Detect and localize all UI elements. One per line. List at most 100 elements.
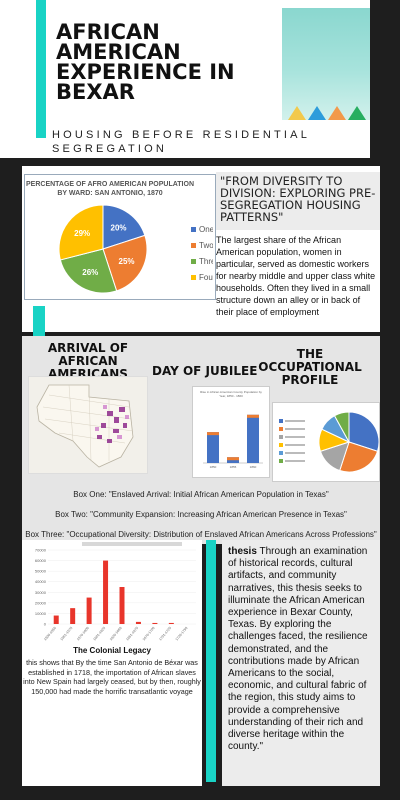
y-tick-label: 20000: [35, 600, 47, 605]
legend-item: Four: [191, 273, 213, 289]
accent-bar-bottom: [206, 540, 216, 782]
thesis-paragraph: thesis Through an examination of histori…: [228, 546, 374, 753]
page-title: AFRICAN AMERICAN EXPERIENCE IN BEXAR: [56, 20, 235, 104]
occupational-pie-chart: [272, 402, 380, 482]
legend-text-placeholder: [285, 428, 305, 430]
x-tick-label: 1651-1675: [125, 626, 139, 641]
colonial-legacy-section: 0 10000 20000 30000 40000 50000 60000 70000 1500…: [22, 540, 202, 786]
jubilee-bar-chart: Rise in African American County Populati…: [192, 386, 270, 478]
pie-svg: 20% 25% 26% 29%: [58, 204, 148, 294]
pie-chart-title: PERCENTAGE OF AFRO AMERICAN POPULATION B…: [26, 181, 194, 197]
bar-cap: [207, 432, 219, 436]
pie-slice: [339, 441, 379, 473]
bar: [247, 414, 259, 463]
tick-label: 1860: [250, 465, 257, 469]
pie-slice-label: 20%: [111, 224, 127, 233]
legend-label: Three: [199, 257, 213, 266]
legend-text-placeholder: [285, 444, 305, 446]
ward-population-section: PERCENTAGE OF AFRO AMERICAN POPULATION B…: [22, 166, 380, 332]
x-tick-label: 1576-1600: [76, 626, 90, 641]
arrival-section: ARRIVAL OF AFRICAN AMERICANS DAY OF JUBI…: [22, 336, 380, 544]
quote-box: "FROM DIVERSITY TO DIVISION: EXPLORING P…: [216, 172, 380, 230]
chart-title-placeholder: [82, 542, 182, 546]
page-subtitle: HOUSING BEFORE RESIDENTIAL SEGREGATION: [52, 129, 310, 155]
bar-thumb-svg: 1850 1855 1860: [203, 414, 263, 469]
y-tick-label: 50000: [35, 569, 47, 574]
section-quote: "FROM DIVERSITY TO DIVISION: EXPLORING P…: [220, 174, 376, 224]
y-tick-label: 60000: [35, 558, 47, 563]
title-panel: AFRICAN AMERICAN EXPERIENCE IN BEXAR HOU…: [0, 0, 370, 158]
bar: [70, 608, 76, 624]
bar-thumb-title: Rise in African American County Populati…: [200, 390, 262, 398]
legend-swatch: [191, 259, 196, 264]
bar-cap: [227, 457, 239, 461]
accent-bar: [36, 0, 46, 138]
box-two-caption: Box Two: "Community Expansion: Increasin…: [55, 510, 347, 519]
legend-text-placeholder: [285, 460, 305, 462]
pie-slice: [102, 204, 146, 250]
y-tick-label: 40000: [35, 579, 47, 584]
pie-slice: [102, 234, 148, 292]
legend-swatch: [279, 443, 283, 447]
x-tick-label: 1676-1700: [142, 626, 156, 641]
bar: [53, 615, 59, 624]
legend-label: One: [199, 225, 213, 234]
texas-county-map: [28, 376, 148, 474]
domestic-workers-text: The largest share of the African America…: [216, 235, 376, 317]
tick-label: 1850: [210, 465, 217, 469]
bar: [168, 622, 174, 624]
x-tick-label: 1551-1575: [60, 626, 74, 641]
jubilee-heading: DAY OF JUBILEE: [152, 364, 258, 378]
y-tick-label: 10000: [35, 611, 47, 616]
legend-swatch: [279, 419, 283, 423]
thesis-body: Through an examination of historical rec…: [228, 546, 368, 753]
legend-item: One: [191, 225, 213, 241]
legend-item: Two: [191, 241, 213, 257]
bar: [103, 560, 109, 624]
pie-slice-label: 26%: [82, 268, 98, 277]
legend-label: Four: [199, 273, 213, 282]
decorative-umbrellas-image: [282, 8, 370, 120]
bar: [152, 622, 158, 624]
legend-swatch: [191, 243, 196, 248]
legacy-text: this shows that By the time San Antonio …: [23, 658, 201, 696]
legacy-title: The Colonial Legacy: [73, 646, 151, 655]
box-one-caption: Box One: "Enslaved Arrival: Initial Afri…: [73, 490, 329, 499]
bar: [207, 432, 219, 463]
x-tick-label: 1626-1650: [109, 626, 123, 641]
pie-slice-label: 29%: [74, 229, 90, 238]
ward-pie-chart: PERCENTAGE OF AFRO AMERICAN POPULATION B…: [24, 174, 216, 300]
y-tick-label: 30000: [35, 590, 47, 595]
legend-item: Three: [191, 257, 213, 273]
pie-slice-label: 25%: [119, 257, 135, 266]
y-tick-label: 70000: [35, 548, 47, 553]
legend-text-placeholder: [285, 452, 305, 454]
box-three-caption: Box Three: "Occupational Diversity: Dist…: [25, 530, 377, 539]
legend-swatch: [191, 227, 196, 232]
legend-label: Two: [199, 241, 213, 250]
slave-import-bar-chart: 0 10000 20000 30000 40000 50000 60000 70000 1500…: [35, 542, 196, 641]
x-tick-label: 1701-1725: [158, 626, 172, 641]
legend-text-placeholder: [285, 436, 305, 438]
legend-swatch: [279, 427, 283, 431]
x-tick-label: 1500-1550: [43, 626, 57, 641]
bar: [119, 587, 125, 624]
thesis-box: thesis Through an examination of histori…: [222, 540, 380, 786]
thesis-label: thesis: [228, 546, 257, 557]
pie-slice: [348, 411, 380, 452]
tick-label: 1855: [230, 465, 237, 469]
legend-swatch: [279, 451, 283, 455]
bar: [86, 597, 92, 624]
pie-slice: [58, 204, 104, 261]
pie-slice: [59, 248, 118, 294]
occupational-heading: THE OCCUPATIONAL PROFILE: [258, 347, 362, 387]
legend-swatch: [279, 459, 283, 463]
x-tick-label: 1726-1750: [175, 626, 189, 641]
pie-slice: [333, 411, 350, 443]
legend-text-placeholder: [285, 420, 305, 422]
legend-swatch: [191, 275, 196, 280]
y-tick-label: 0: [44, 622, 47, 627]
bar-cap: [247, 414, 259, 418]
x-tick-label: 1601-1625: [92, 626, 106, 641]
pie-legend: One Two Three Four: [191, 225, 213, 289]
